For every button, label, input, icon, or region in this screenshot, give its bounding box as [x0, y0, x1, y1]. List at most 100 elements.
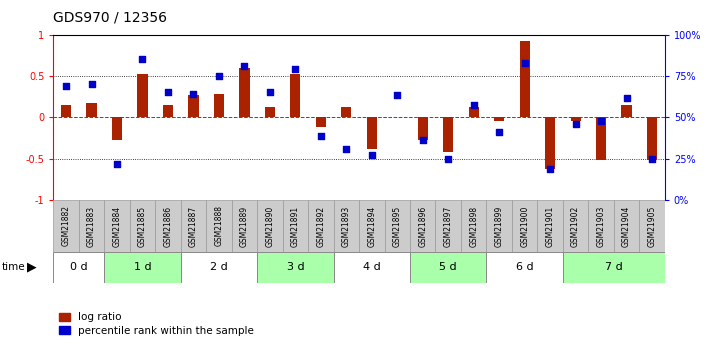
Bar: [290, 74, 301, 117]
Legend: log ratio, percentile rank within the sample: log ratio, percentile rank within the sa…: [55, 308, 258, 340]
Text: GSM21895: GSM21895: [392, 205, 402, 247]
Bar: [359, 200, 385, 252]
Point: [468, 102, 479, 108]
Bar: [155, 200, 181, 252]
Bar: [410, 200, 435, 252]
Text: GSM21900: GSM21900: [520, 205, 529, 247]
Bar: [341, 107, 351, 117]
Text: time: time: [2, 263, 26, 272]
Bar: [87, 103, 97, 117]
Bar: [264, 107, 275, 117]
Point: [60, 83, 72, 89]
Point: [570, 121, 582, 127]
Bar: [232, 200, 257, 252]
Bar: [137, 74, 148, 117]
Bar: [188, 95, 198, 117]
Point: [137, 57, 148, 62]
Point: [595, 118, 606, 124]
Bar: [53, 252, 105, 283]
Bar: [435, 200, 461, 252]
Bar: [79, 200, 105, 252]
Bar: [494, 117, 504, 121]
Bar: [333, 252, 410, 283]
Point: [519, 61, 530, 66]
Point: [646, 156, 658, 161]
Point: [188, 91, 199, 97]
Text: GSM21884: GSM21884: [112, 205, 122, 247]
Text: 5 d: 5 d: [439, 263, 457, 272]
Bar: [639, 200, 665, 252]
Text: 0 d: 0 d: [70, 263, 87, 272]
Bar: [129, 200, 155, 252]
Point: [264, 90, 276, 95]
Bar: [596, 117, 606, 160]
Bar: [520, 41, 530, 117]
Point: [239, 63, 250, 69]
Point: [162, 90, 173, 95]
Bar: [308, 200, 333, 252]
Text: GSM21885: GSM21885: [138, 205, 147, 247]
Bar: [486, 200, 512, 252]
Text: GSM21903: GSM21903: [597, 205, 606, 247]
Bar: [563, 200, 589, 252]
Text: GSM21890: GSM21890: [265, 205, 274, 247]
Point: [417, 138, 429, 143]
Bar: [486, 252, 563, 283]
Bar: [214, 94, 224, 117]
Point: [545, 166, 556, 171]
Bar: [570, 117, 581, 121]
Text: 6 d: 6 d: [516, 263, 533, 272]
Bar: [333, 200, 359, 252]
Bar: [512, 200, 538, 252]
Text: GSM21899: GSM21899: [495, 205, 503, 247]
Text: GSM21882: GSM21882: [62, 206, 70, 246]
Bar: [181, 200, 206, 252]
Bar: [621, 105, 631, 117]
Bar: [469, 107, 479, 117]
Bar: [385, 200, 410, 252]
Bar: [443, 117, 454, 152]
Text: GSM21898: GSM21898: [469, 205, 479, 247]
Bar: [105, 200, 129, 252]
Text: 1 d: 1 d: [134, 263, 151, 272]
Bar: [417, 117, 428, 140]
Text: ▶: ▶: [27, 261, 37, 274]
Point: [315, 133, 326, 138]
Bar: [461, 200, 486, 252]
Bar: [53, 200, 79, 252]
Point: [442, 156, 454, 161]
Point: [493, 129, 505, 135]
Bar: [240, 68, 250, 117]
Bar: [112, 117, 122, 140]
Text: GSM21894: GSM21894: [368, 205, 376, 247]
Bar: [647, 117, 657, 160]
Bar: [614, 200, 639, 252]
Bar: [545, 117, 555, 169]
Text: 7 d: 7 d: [605, 263, 623, 272]
Text: GSM21904: GSM21904: [622, 205, 631, 247]
Bar: [563, 252, 665, 283]
Text: GSM21905: GSM21905: [648, 205, 656, 247]
Text: GSM21883: GSM21883: [87, 205, 96, 247]
Text: GSM21892: GSM21892: [316, 205, 326, 247]
Text: GSM21897: GSM21897: [444, 205, 453, 247]
Point: [341, 146, 352, 151]
Bar: [105, 252, 181, 283]
Text: 2 d: 2 d: [210, 263, 228, 272]
Point: [621, 96, 632, 101]
Bar: [181, 252, 257, 283]
Text: GSM21891: GSM21891: [291, 205, 300, 247]
Bar: [61, 105, 71, 117]
Text: GSM21887: GSM21887: [189, 205, 198, 247]
Bar: [283, 200, 308, 252]
Bar: [316, 117, 326, 127]
Bar: [410, 252, 486, 283]
Bar: [538, 200, 563, 252]
Text: GSM21886: GSM21886: [164, 205, 173, 247]
Text: GSM21896: GSM21896: [418, 205, 427, 247]
Text: GDS970 / 12356: GDS970 / 12356: [53, 10, 167, 24]
Bar: [257, 200, 283, 252]
Text: GSM21893: GSM21893: [342, 205, 351, 247]
Point: [392, 92, 403, 98]
Text: GSM21889: GSM21889: [240, 205, 249, 247]
